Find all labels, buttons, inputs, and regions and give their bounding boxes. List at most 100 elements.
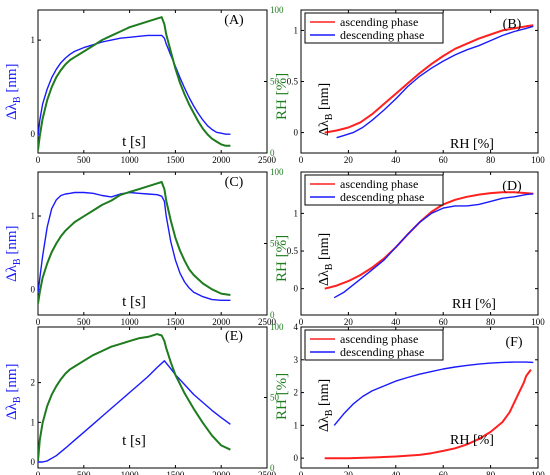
x-tick-label: 100 bbox=[531, 317, 545, 327]
y2-axis-label: RH [%] bbox=[274, 235, 290, 282]
x-tick-label: 500 bbox=[77, 470, 91, 475]
series-line-blue bbox=[333, 361, 534, 426]
x-tick-label: 0 bbox=[299, 470, 304, 475]
y-tick-label: 1 bbox=[31, 417, 36, 427]
y-tick-label: 0 bbox=[294, 284, 299, 294]
x-tick-label: 2000 bbox=[212, 317, 231, 327]
panel-letter: (E) bbox=[225, 329, 243, 344]
series-line-green bbox=[38, 16, 231, 151]
x-tick-label: 1000 bbox=[121, 155, 140, 165]
x-tick-label: 40 bbox=[391, 470, 401, 475]
x-tick-label: 2500 bbox=[258, 470, 277, 475]
y-axis-label: ΔλB [nm] bbox=[4, 363, 23, 420]
x-tick-label: 0 bbox=[36, 470, 41, 475]
y-tick-label: 1 bbox=[294, 25, 299, 35]
y-tick-label: 3 bbox=[294, 355, 299, 365]
y-tick-label: 0 bbox=[294, 453, 299, 463]
y-axis-label: ΔλB [nm] bbox=[317, 379, 335, 432]
x-tick-label: 60 bbox=[439, 155, 449, 165]
x-tick-label: 20 bbox=[344, 317, 354, 327]
y-tick-label: 0.5 bbox=[287, 246, 299, 256]
panel-letter: (D) bbox=[502, 179, 522, 194]
x-tick-label: 40 bbox=[391, 317, 401, 327]
series-line-blue bbox=[38, 360, 231, 463]
series-line-red bbox=[324, 369, 532, 460]
y2-tick-label: 0 bbox=[270, 148, 275, 158]
x-tick-label: 1500 bbox=[166, 317, 185, 327]
series-line-blue bbox=[38, 191, 231, 301]
series-group bbox=[38, 16, 231, 151]
x-tick-label: 1000 bbox=[121, 470, 140, 475]
series-group bbox=[38, 181, 231, 304]
y-tick-label: 0 bbox=[31, 129, 36, 139]
x-tick-label: 80 bbox=[486, 470, 496, 475]
series-line-red bbox=[324, 24, 534, 134]
x-tick-label: 40 bbox=[391, 155, 401, 165]
series-line-green bbox=[38, 181, 231, 304]
legend-entry: ascending phase bbox=[340, 332, 418, 346]
x-tick-label: 2500 bbox=[258, 317, 277, 327]
x-tick-label: 80 bbox=[486, 155, 496, 165]
legend-entry: ascending phase bbox=[340, 177, 418, 191]
x-tick-label: 100 bbox=[531, 470, 545, 475]
y-tick-label: 1 bbox=[31, 35, 36, 45]
x-axis-label: RH [%] bbox=[450, 433, 494, 448]
x-axis-label: t [s] bbox=[122, 433, 146, 449]
series-line-green bbox=[38, 333, 231, 461]
x-tick-label: 0 bbox=[299, 155, 304, 165]
x-tick-label: 80 bbox=[486, 317, 496, 327]
panel-d: 0 20 40 60 80 100 0 0.5 1 ascending phasedescendi… bbox=[287, 171, 545, 327]
y2-tick-label: 50 bbox=[270, 393, 280, 403]
panel-b: 0 20 40 60 80 100 0 0.5 1 ascending phasedescendi… bbox=[287, 9, 545, 165]
legend-entry: descending phase bbox=[340, 190, 424, 204]
legend-box bbox=[304, 12, 444, 44]
x-tick-label: 60 bbox=[439, 317, 449, 327]
y-tick-label: 2 bbox=[294, 388, 299, 398]
y-axis-label: ΔλB [nm] bbox=[317, 233, 335, 286]
y2-axis-label: RH [%] bbox=[274, 73, 290, 120]
panel-letter: (C) bbox=[225, 175, 244, 190]
y2-tick-label: 0 bbox=[270, 463, 275, 473]
panel-letter: (B) bbox=[503, 17, 522, 32]
axes-frame bbox=[300, 171, 539, 316]
series-line-blue bbox=[333, 193, 534, 299]
legend-entry: ascending phase bbox=[340, 15, 418, 29]
y-tick-label: 0 bbox=[31, 284, 36, 294]
legend-entry: descending phase bbox=[340, 28, 424, 42]
y2-tick-label: 100 bbox=[270, 167, 284, 177]
axes-frame bbox=[300, 326, 539, 469]
y-tick-label: 1 bbox=[294, 420, 299, 430]
series-group bbox=[324, 191, 534, 299]
x-tick-label: 20 bbox=[344, 155, 354, 165]
y-axis-label: ΔλB [nm] bbox=[4, 225, 23, 282]
x-tick-label: 60 bbox=[439, 470, 449, 475]
y2-tick-label: 50 bbox=[270, 77, 280, 87]
panel-letter: (A) bbox=[224, 13, 244, 28]
x-tick-label: 1500 bbox=[166, 470, 185, 475]
x-axis-label: t [s] bbox=[122, 134, 146, 150]
y2-tick-label: 50 bbox=[270, 239, 280, 249]
x-tick-label: 0 bbox=[36, 155, 41, 165]
x-axis-label: t [s] bbox=[122, 294, 146, 310]
x-tick-label: 500 bbox=[77, 317, 91, 327]
series-line-red bbox=[324, 191, 534, 290]
y-tick-label: 1 bbox=[294, 208, 299, 218]
x-tick-label: 1500 bbox=[166, 155, 185, 165]
legend-box bbox=[304, 174, 444, 206]
series-group bbox=[324, 24, 534, 139]
panel-f: 0 20 40 60 80 100 0 1 2 3 4 ascending phasedescendi… bbox=[294, 322, 546, 475]
x-tick-label: 2500 bbox=[258, 155, 277, 165]
y-axis-label: ΔλB [nm] bbox=[4, 63, 23, 120]
y2-tick-label: 100 bbox=[270, 5, 284, 15]
axes-frame bbox=[37, 9, 268, 154]
x-tick-label: 500 bbox=[77, 155, 91, 165]
y-tick-label: 2 bbox=[31, 378, 36, 388]
x-axis-label: RH [%] bbox=[452, 297, 496, 312]
x-tick-label: 1000 bbox=[121, 317, 140, 327]
x-tick-label: 2000 bbox=[212, 155, 231, 165]
y-tick-label: 0.5 bbox=[287, 77, 299, 87]
